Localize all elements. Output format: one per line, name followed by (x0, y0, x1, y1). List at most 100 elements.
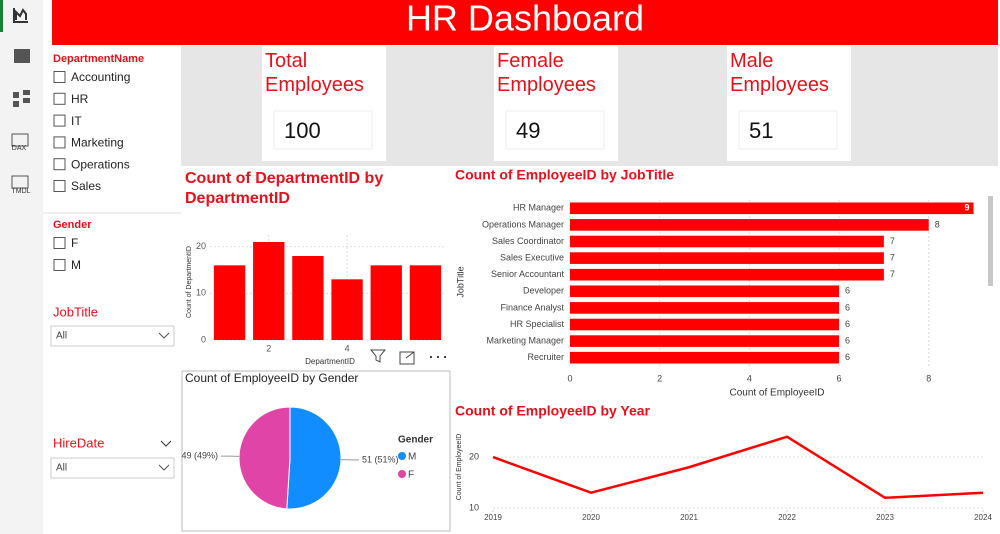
legend-marker (398, 452, 406, 460)
x-tick-label: 4 (747, 373, 752, 383)
bar (292, 256, 324, 340)
scrollbar[interactable] (988, 196, 993, 286)
bar (570, 219, 929, 231)
bar (253, 242, 285, 340)
x-tick-label: 2020 (582, 513, 600, 522)
slicer-option: Accounting (71, 70, 130, 84)
y-tick-label: 10 (469, 502, 479, 512)
bar (570, 285, 840, 298)
x-tick-label: 2022 (778, 513, 796, 522)
x-tick-label: 4 (345, 343, 350, 353)
chevron[interactable] (158, 332, 170, 339)
slicer-option: HR (71, 92, 89, 106)
bar (570, 235, 884, 248)
bar (370, 265, 402, 340)
data-label: 7 (890, 236, 895, 246)
pie-slice (238, 406, 291, 510)
slicer-option: IT (71, 114, 82, 128)
y-tick-label: 20 (469, 451, 479, 461)
y-axis-label: Count of DepartmentID (186, 246, 193, 318)
bar (570, 268, 884, 281)
data-line (492, 435, 984, 500)
y-tick-label: Finance Analyst (500, 302, 564, 312)
nav-label: DAX (12, 145, 27, 152)
checkbox[interactable] (53, 158, 66, 171)
chart-title: Count of EmployeeID by Year (455, 403, 651, 419)
x-tick-label: 2023 (876, 513, 894, 522)
y-tick-label: 20 (196, 241, 206, 251)
dropdown-value: All (56, 331, 67, 342)
chevron[interactable] (160, 440, 172, 447)
x-tick-label: 2024 (974, 513, 992, 522)
data-label: 6 (845, 335, 850, 345)
slicer-option: Operations (71, 157, 130, 171)
checkbox[interactable] (53, 180, 66, 192)
report-icon[interactable] (13, 8, 28, 23)
y-tick-label: Senior Accountant (491, 269, 565, 279)
data-label: 9 (965, 203, 970, 213)
slicer-title: JobTitle (53, 304, 98, 319)
card-value: 49 (516, 118, 540, 143)
checkbox[interactable] (53, 92, 66, 105)
x-tick-label: 8 (926, 373, 931, 383)
data-label: 49 (49%) (181, 450, 218, 460)
chart-title: Count of EmployeeID by JobTitle (455, 167, 674, 183)
checkbox[interactable] (53, 259, 66, 271)
bar (213, 265, 246, 340)
pie-border (181, 370, 451, 532)
slicer-title: Gender (53, 219, 92, 231)
y-tick-label: Sales Coordinator (492, 236, 564, 246)
bar (570, 252, 884, 264)
dropdown[interactable] (50, 325, 175, 347)
x-axis-label: DepartmentID (305, 357, 355, 366)
x-axis-label: Count of EmployeeID (729, 388, 824, 399)
card-label: Female Employees (497, 50, 596, 96)
slicer-option: F (71, 236, 78, 250)
bar (570, 302, 840, 314)
dax-icon[interactable] (11, 133, 29, 147)
bar (570, 202, 974, 215)
bar (570, 335, 840, 347)
y-tick-label: Sales Executive (500, 252, 564, 262)
card-value-box (505, 110, 605, 150)
y-tick-label: Developer (523, 286, 564, 296)
card-label: Male Employees (730, 50, 829, 96)
dropdown-value: All (56, 463, 67, 474)
x-tick-label: 2 (266, 343, 271, 353)
focus-icon[interactable] (399, 351, 415, 365)
checkbox[interactable] (53, 136, 66, 149)
model-icon[interactable] (13, 90, 30, 107)
card-value: 100 (284, 118, 321, 143)
filter-icon[interactable] (369, 349, 387, 363)
y-tick-label: Marketing Manager (486, 335, 564, 345)
data-label: 6 (845, 319, 850, 329)
card-label: Total Employees (265, 50, 364, 96)
legend-marker (398, 470, 406, 478)
slicer-option: Marketing (71, 136, 124, 150)
data-label: 7 (890, 269, 895, 279)
slicer-option: M (71, 258, 81, 272)
tmdl-icon[interactable] (11, 175, 29, 189)
y-tick-label: 10 (196, 288, 206, 298)
data-label: 8 (935, 219, 940, 229)
card-value-box (738, 110, 838, 150)
checkbox[interactable] (53, 71, 66, 83)
slicer-option: Sales (71, 179, 101, 193)
bar (570, 318, 840, 331)
header-title: HR Dashboard (406, 0, 644, 39)
chevron[interactable] (158, 464, 170, 471)
bar (331, 279, 363, 340)
chart-title: Count of EmployeeID by Gender (185, 371, 358, 385)
slicer-title: HireDate (53, 435, 104, 450)
y-tick-label: HR Specialist (510, 319, 565, 329)
y-tick-label: 0 (201, 334, 206, 344)
checkbox[interactable] (53, 114, 66, 127)
bar (570, 351, 840, 364)
card-value: 51 (749, 118, 773, 143)
nav-bar (0, 0, 43, 534)
table-icon[interactable] (14, 49, 30, 63)
nav-accent (0, 0, 3, 32)
dropdown[interactable] (50, 457, 175, 479)
checkbox[interactable] (53, 237, 66, 249)
